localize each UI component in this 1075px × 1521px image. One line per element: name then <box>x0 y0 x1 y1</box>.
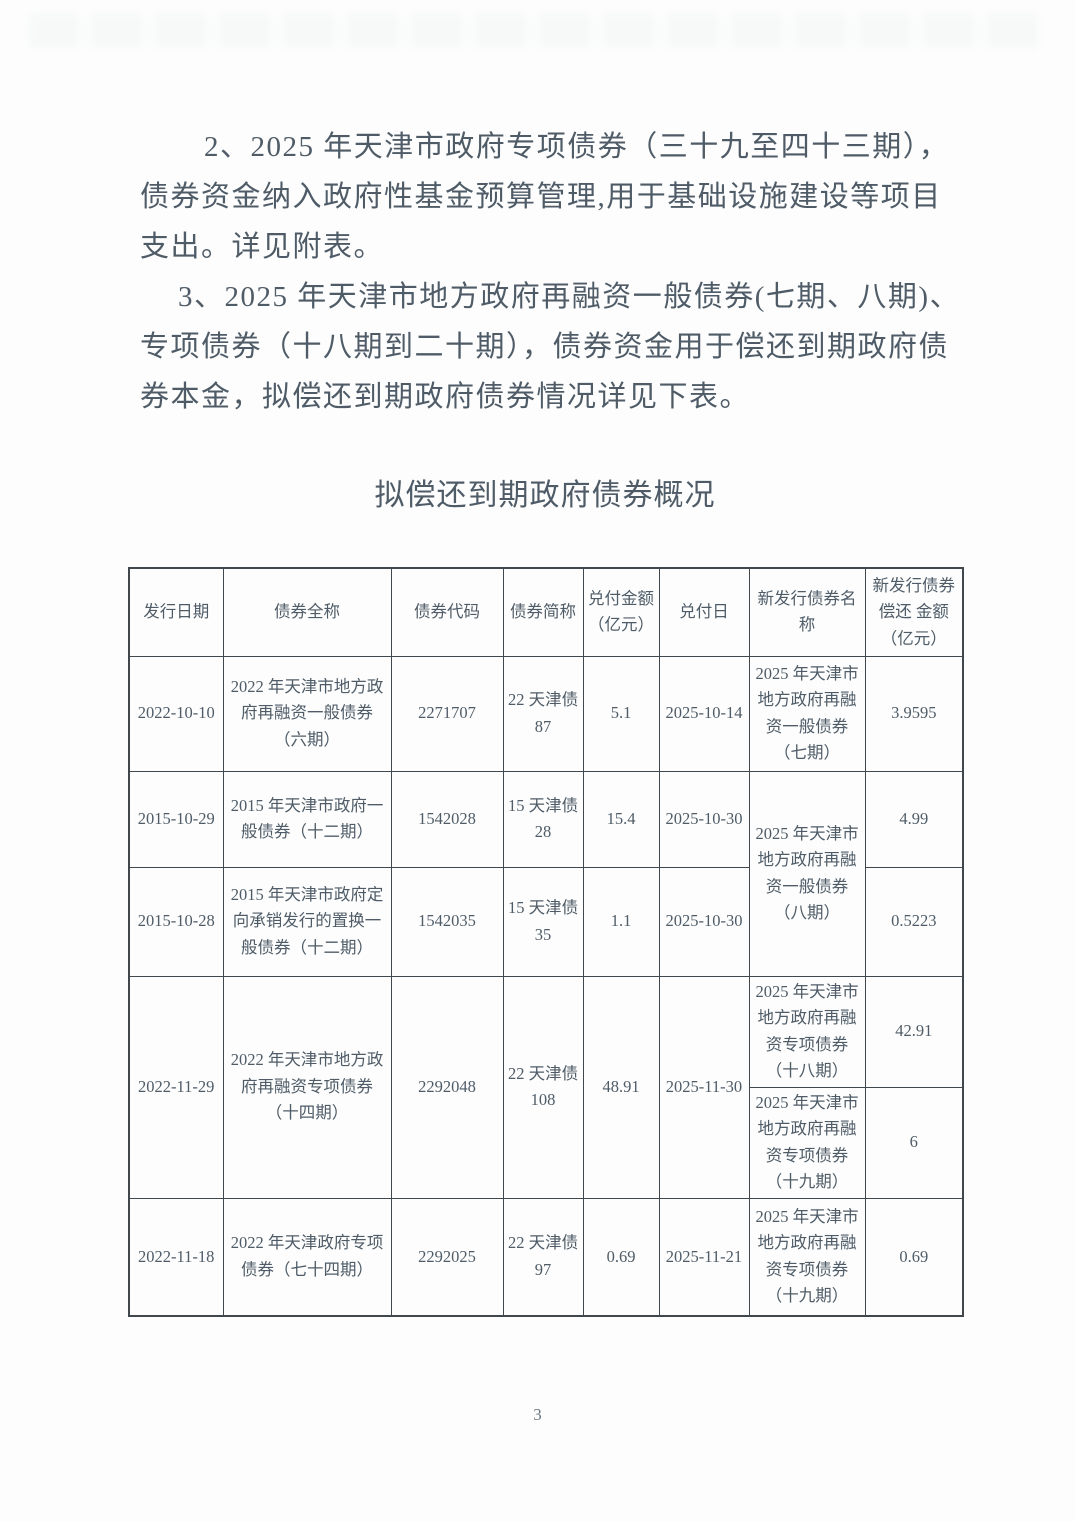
table-row: 2015-10-29 2015 年天津市政府一般债券（十二期） 1542028 … <box>128 770 964 977</box>
cell-new-bond-repay-amount: 3.9595 <box>864 655 964 772</box>
cell-issue-date: 2015-10-29 <box>128 770 224 868</box>
table-title: 拟偿还到期政府债券概况 <box>374 479 716 512</box>
paragraph-2-line-1: 2、2025 年天津市政府专项债券（三十九至四十三期）， <box>204 131 950 163</box>
table-row: 2022-10-10 2022 年天津市地方政府再融资一般债券（六期） 2271… <box>128 655 964 772</box>
cell-new-bond-repay-amount: 0.69 <box>864 1197 964 1317</box>
cell-redemption-amount: 48.91 <box>582 975 660 1199</box>
cell-issue-date: 2015-10-28 <box>128 866 224 977</box>
table-row: 2022-11-29 2022 年天津市地方政府再融资专项债券（十四期） 229… <box>128 975 964 1199</box>
cell-redemption-amount: 0.69 <box>582 1197 660 1317</box>
table-header-row: 发行日期 债券全称 债券代码 债券简称 兑付金额 （亿元） 兑付日 新发行债券名… <box>128 567 964 657</box>
cell-bond-short-name: 22 天津债 108 <box>502 975 584 1199</box>
bond-redemption-table: 发行日期 债券全称 债券代码 债券简称 兑付金额 （亿元） 兑付日 新发行债券名… <box>128 567 964 1317</box>
cell-new-bond-repay-amount: 6 <box>864 1086 964 1199</box>
cell-new-bond-repay-amount: 4.99 <box>864 770 964 868</box>
header-bond-short-name: 债券简称 <box>502 567 584 657</box>
cell-bond-short-name: 22 天津债 87 <box>502 655 584 772</box>
header-bond-code: 债券代码 <box>390 567 504 657</box>
cell-new-bond-name: 2025 年天津市地方政府再融资专项债券（十九期） <box>748 1197 866 1317</box>
cell-redemption-date: 2025-10-14 <box>658 655 750 772</box>
page-number: 3 <box>533 1405 542 1424</box>
paragraph-2-line-2: 债券资金纳入政府性基金预算管理,用于基础设施建设等项目 <box>140 181 942 213</box>
table-subrow: 2025 年天津市地方政府再融资专项债券（十九期） 6 <box>129 1086 964 1199</box>
table-row: 2015-10-28 2015 年天津市政府定向承销发行的置换一般债券（十二期）… <box>128 866 964 977</box>
table-row: 2022-11-18 2022 年天津政府专项债券（七十四期） 2292025 … <box>128 1197 964 1317</box>
cell-bond-short-name: 15 天津债 28 <box>502 770 584 868</box>
cell-redemption-amount: 1.1 <box>582 866 660 977</box>
cell-bond-short-name: 22 天津债 97 <box>502 1197 584 1317</box>
paragraph-2-line-3: 支出。详见附表。 <box>140 231 385 263</box>
header-issue-date: 发行日期 <box>128 567 224 657</box>
cell-bond-code: 1542028 <box>390 770 504 868</box>
cell-bond-full-name: 2022 年天津政府专项债券（七十四期） <box>222 1197 392 1317</box>
cell-bond-code: 2292048 <box>390 975 504 1199</box>
cell-new-bond-repay-amount: 0.5223 <box>864 866 964 977</box>
header-redemption-date: 兑付日 <box>658 567 750 657</box>
header-new-bond-name: 新发行债券名称 <box>748 567 866 657</box>
cell-new-bond-name: 2025 年天津市地方政府再融资一般债券（七期） <box>748 655 866 772</box>
cell-redemption-date: 2025-11-30 <box>658 975 750 1199</box>
cell-redemption-date: 2025-11-21 <box>658 1197 750 1317</box>
paragraph-3-line-3: 券本金，拟偿还到期政府债券情况详见下表。 <box>140 381 751 413</box>
cell-bond-short-name: 15 天津债 35 <box>502 866 584 977</box>
cell-issue-date: 2022-11-18 <box>128 1197 224 1317</box>
cell-bond-full-name: 2015 年天津市政府定向承销发行的置换一般债券（十二期） <box>222 866 392 977</box>
body-text-block: 2、2025 年天津市政府专项债券（三十九至四十三期）， 债券资金纳入政府性基金… <box>140 122 961 422</box>
cell-bond-full-name: 2022 年天津市地方政府再融资一般债券（六期） <box>222 655 392 772</box>
cell-new-bond-name: 2025 年天津市地方政府再融资专项债券（十八期） <box>748 975 866 1088</box>
cell-bond-full-name: 2015 年天津市政府一般债券（十二期） <box>222 770 392 868</box>
cell-new-bond-repay-amount: 42.91 <box>864 975 964 1088</box>
cell-issue-date: 2022-11-29 <box>128 975 224 1199</box>
cell-redemption-date: 2025-10-30 <box>658 770 750 868</box>
cell-new-bond-name: 2025 年天津市地方政府再融资专项债券（十九期） <box>748 1086 866 1199</box>
header-new-bond-repay-amount: 新发行债券偿还 金额（亿元） <box>864 567 964 657</box>
cell-bond-code: 2271707 <box>390 655 504 772</box>
paragraph-3-line-1: 3、2025 年天津市地方政府再融资一般债券(七期、八期)、 <box>178 281 961 313</box>
scan-bleed-through-artifact <box>30 14 1042 48</box>
cell-new-bond-name-merged: 2025 年天津市地方政府再融资一般债券（八期） <box>748 770 866 977</box>
cell-issue-date: 2022-10-10 <box>128 655 224 772</box>
cell-bond-code: 1542035 <box>390 866 504 977</box>
header-redemption-amount: 兑付金额 （亿元） <box>582 567 660 657</box>
cell-redemption-amount: 5.1 <box>582 655 660 772</box>
cell-bond-code: 2292025 <box>390 1197 504 1317</box>
header-bond-full-name: 债券全称 <box>222 567 392 657</box>
cell-redemption-date: 2025-10-30 <box>658 866 750 977</box>
paragraph-3-line-2: 专项债券（十八期到二十期），债券资金用于偿还到期政府债 <box>140 331 950 363</box>
cell-bond-full-name: 2022 年天津市地方政府再融资专项债券（十四期） <box>222 975 392 1199</box>
cell-redemption-amount: 15.4 <box>582 770 660 868</box>
